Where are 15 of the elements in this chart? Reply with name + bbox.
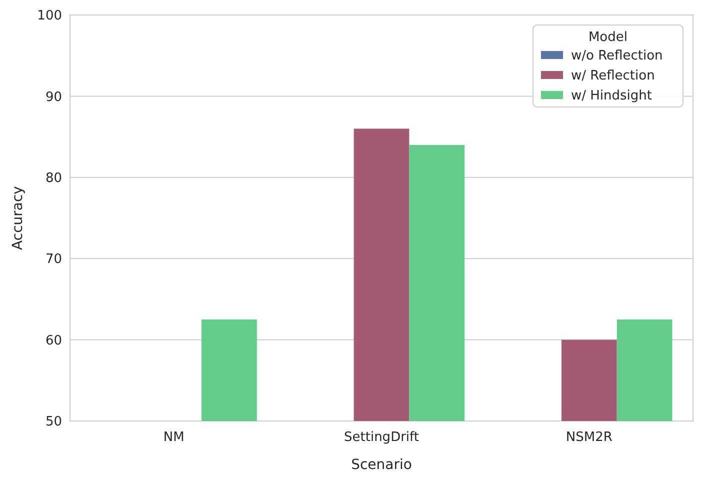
legend-title: Model (588, 30, 628, 45)
x-axis-title: Scenario (351, 457, 412, 473)
y-tick-label: 80 (45, 170, 62, 186)
y-tick-label: 100 (37, 8, 62, 24)
legend-label: w/ Reflection (571, 68, 655, 84)
y-tick-label: 60 (45, 333, 62, 348)
y-tick-label: 90 (45, 90, 62, 105)
y-tick-label: 70 (45, 252, 62, 268)
y-tick-label: 50 (45, 414, 62, 430)
x-tick-label: SettingDrift (344, 430, 419, 445)
y-axis-title: Accuracy (10, 186, 26, 250)
x-tick-label: NM (163, 430, 184, 445)
x-tick-label: NSM2R (566, 430, 612, 445)
legend-label: w/o Reflection (571, 48, 663, 64)
legend-label: w/ Hindsight (571, 88, 652, 104)
